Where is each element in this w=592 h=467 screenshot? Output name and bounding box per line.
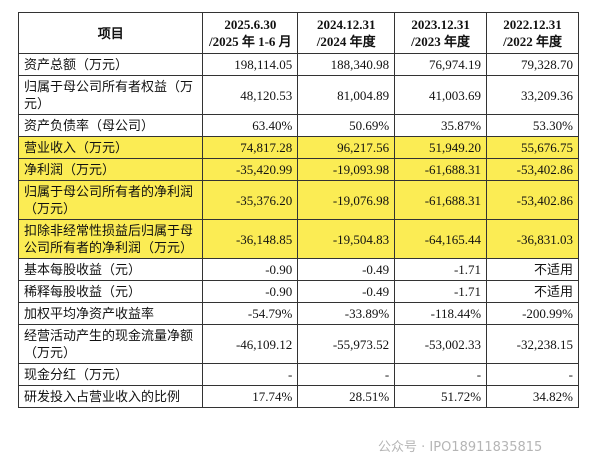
cell-value: -36,148.85 <box>202 219 299 259</box>
financial-table: 项目 2025.6.30/2025 年 1-6 月 2024.12.31/2024 … <box>17 12 579 408</box>
row-label: 稀释每股收益（元） <box>17 280 204 303</box>
cell-value: -200.99% <box>486 302 579 325</box>
table-row: 稀释每股收益（元） -0.90 -0.49 -1.71 不适用 <box>17 280 579 303</box>
table-row: 归属于母公司所有者的净利润（万元） -35,376.20 -19,076.98 -61… <box>17 180 579 220</box>
header-cell: 2023.12.31/2023 年度 <box>394 12 488 54</box>
cell-value: 不适用 <box>486 258 579 281</box>
row-label: 现金分红（万元） <box>17 363 204 386</box>
cell-value: -19,504.83 <box>297 219 396 259</box>
table-row: 研发投入占营业收入的比例 17.74% 28.51% 51.72% 34.82% <box>17 385 579 408</box>
cell-value: -118.44% <box>394 302 488 325</box>
header-line: /2024 年度 <box>316 34 376 49</box>
cell-value: 不适用 <box>486 280 579 303</box>
cell-value: -53,402.86 <box>486 158 579 181</box>
cell-value: 79,328.70 <box>486 53 579 76</box>
row-label: 归属于母公司所有者权益（万元） <box>17 75 204 115</box>
header-line: /2022 年度 <box>503 34 562 49</box>
header-cell: 2022.12.31/2022 年度 <box>486 12 579 54</box>
header-row: 项目 2025.6.30/2025 年 1-6 月 2024.12.31/2024 … <box>17 12 579 54</box>
cell-value: - <box>202 363 299 386</box>
cell-value: 50.69% <box>297 114 396 137</box>
cell-value: -55,973.52 <box>297 324 396 364</box>
cell-value: 96,217.56 <box>297 136 396 159</box>
header-cell: 2024.12.31/2024 年度 <box>297 12 396 54</box>
row-label: 加权平均净资产收益率 <box>17 302 204 325</box>
cell-value: -0.49 <box>297 280 396 303</box>
cell-value: -53,402.86 <box>486 180 579 220</box>
cell-value: -64,165.44 <box>394 219 488 259</box>
cell-value: 188,340.98 <box>297 53 396 76</box>
row-label: 资产负债率（母公司） <box>17 114 204 137</box>
row-label: 研发投入占营业收入的比例 <box>17 385 204 408</box>
header-cell: 项目 <box>17 12 204 54</box>
row-label: 归属于母公司所有者的净利润（万元） <box>17 180 204 220</box>
cell-value: 28.51% <box>297 385 396 408</box>
cell-value: 48,120.53 <box>202 75 299 115</box>
table-row: 资产总额（万元） 198,114.05 188,340.98 76,974.19 79,… <box>17 53 579 76</box>
cell-value: -0.90 <box>202 258 299 281</box>
row-label: 净利润（万元） <box>17 158 204 181</box>
cell-value: 55,676.75 <box>486 136 579 159</box>
cell-value: - <box>486 363 579 386</box>
cell-value: -35,420.99 <box>202 158 299 181</box>
cell-value: 74,817.28 <box>202 136 299 159</box>
table-row: 归属于母公司所有者权益（万元） 48,120.53 81,004.89 41,003.… <box>17 75 579 115</box>
table-row: 营业收入（万元） 74,817.28 96,217.56 51,949.20 55,67… <box>17 136 579 159</box>
cell-value: 41,003.69 <box>394 75 488 115</box>
cell-value: 198,114.05 <box>202 53 299 76</box>
cell-value: - <box>297 363 396 386</box>
table-row: 资产负债率（母公司） 63.40% 50.69% 35.87% 53.30% <box>17 114 579 137</box>
header-cell: 2025.6.30/2025 年 1-6 月 <box>202 12 299 54</box>
cell-value: -0.49 <box>297 258 396 281</box>
cell-value: 34.82% <box>486 385 579 408</box>
cell-value: 51.72% <box>394 385 488 408</box>
row-label: 经营活动产生的现金流量净额（万元） <box>17 324 204 364</box>
cell-value: 81,004.89 <box>297 75 396 115</box>
cell-value: -1.71 <box>394 258 488 281</box>
cell-value: -33.89% <box>297 302 396 325</box>
row-label: 扣除非经常性损益后归属于母公司所有者的净利润（万元） <box>17 219 204 259</box>
row-label: 营业收入（万元） <box>17 136 204 159</box>
cell-value: -54.79% <box>202 302 299 325</box>
cell-value: 53.30% <box>486 114 579 137</box>
header-line: 2024.12.31 <box>316 17 376 32</box>
header-line: 2023.12.31 <box>411 17 470 32</box>
cell-value: 35.87% <box>394 114 488 137</box>
cell-value: -46,109.12 <box>202 324 299 364</box>
cell-value: -1.71 <box>394 280 488 303</box>
cell-value: 63.40% <box>202 114 299 137</box>
table-row: 扣除非经常性损益后归属于母公司所有者的净利润（万元） -36,148.85 -19,… <box>17 219 579 259</box>
table-row: 经营活动产生的现金流量净额（万元） -46,109.12 -55,973.52 -53… <box>17 324 579 364</box>
header-line: /2023 年度 <box>411 34 471 49</box>
cell-value: -61,688.31 <box>394 158 488 181</box>
watermark: 公众号 · IPO18911835815 <box>378 440 543 455</box>
table-row: 净利润（万元） -35,420.99 -19,093.98 -61,688.31 -53… <box>17 158 579 181</box>
cell-value: -35,376.20 <box>202 180 299 220</box>
row-label: 基本每股收益（元） <box>17 258 204 281</box>
cell-value: 51,949.20 <box>394 136 488 159</box>
cell-value: - <box>394 363 488 386</box>
cell-value: 76,974.19 <box>394 53 488 76</box>
header-line: 项目 <box>97 25 124 41</box>
cell-value: 33,209.36 <box>486 75 579 115</box>
cell-value: 17.74% <box>202 385 299 408</box>
row-label: 资产总额（万元） <box>17 53 204 76</box>
cell-value: -32,238.15 <box>486 324 579 364</box>
table-row: 基本每股收益（元） -0.90 -0.49 -1.71 不适用 <box>17 258 579 281</box>
cell-value: -53,002.33 <box>394 324 488 364</box>
cell-value: -19,076.98 <box>297 180 396 220</box>
cell-value: -36,831.03 <box>486 219 579 259</box>
cell-value: -61,688.31 <box>394 180 488 220</box>
cell-value: -0.90 <box>202 280 299 303</box>
cell-value: -19,093.98 <box>297 158 396 181</box>
header-line: 2022.12.31 <box>503 17 562 32</box>
table-row: 现金分红（万元） - - - - <box>17 363 579 386</box>
header-line: /2025 年 1-6 月 <box>208 34 292 49</box>
header-line: 2025.6.30 <box>224 17 277 32</box>
table-row: 加权平均净资产收益率 -54.79% -33.89% -118.44% -200.99% <box>17 302 579 325</box>
